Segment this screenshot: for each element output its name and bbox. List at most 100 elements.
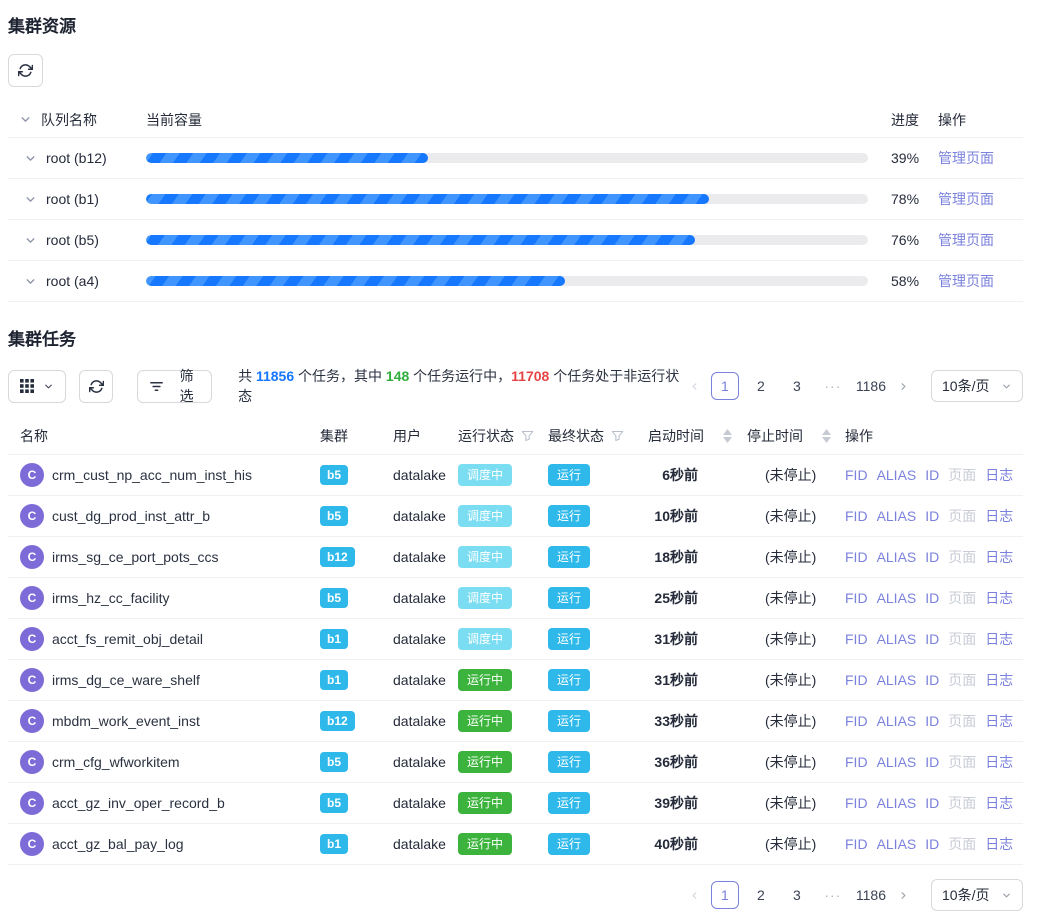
capacity-progress-fill [146, 235, 695, 245]
op-link-alias[interactable]: ALIAS [876, 467, 917, 483]
bottom-pagination: 1 2 3 ··· 1186 10条/页 [683, 879, 1023, 911]
page-number-2[interactable]: 2 [756, 378, 765, 394]
op-link-alias[interactable]: ALIAS [876, 672, 917, 688]
op-link-alias[interactable]: ALIAS [876, 754, 917, 770]
expand-queue-chevron-icon[interactable] [24, 193, 37, 206]
page-number-1186[interactable]: 1186 [855, 887, 886, 903]
page-number-1[interactable]: 1 [710, 881, 739, 909]
op-link-id[interactable]: ID [925, 590, 940, 606]
expand-queue-chevron-icon[interactable] [24, 234, 37, 247]
sort-carets-icon[interactable] [822, 428, 831, 443]
task-user: datalake [393, 836, 446, 852]
prev-page-button[interactable] [683, 372, 707, 400]
expand-queue-chevron-icon[interactable] [24, 275, 37, 288]
task-name: cust_dg_prod_inst_attr_b [52, 508, 210, 524]
op-link-页面: 页面 [948, 549, 977, 565]
filter-button-label: 筛选 [179, 368, 194, 404]
op-link-fid[interactable]: FID [845, 713, 868, 729]
op-link-alias[interactable]: ALIAS [876, 508, 917, 524]
op-link-fid[interactable]: FID [845, 467, 868, 483]
next-page-button[interactable] [891, 372, 915, 400]
op-link-id[interactable]: ID [925, 508, 940, 524]
page-number-3[interactable]: 3 [792, 887, 801, 903]
op-link-fid[interactable]: FID [845, 672, 868, 688]
task-name: irms_dg_ce_ware_shelf [52, 672, 200, 688]
op-link-日志[interactable]: 日志 [985, 467, 1014, 483]
task-user: datalake [393, 754, 446, 770]
manage-page-link[interactable]: 管理页面 [938, 150, 994, 166]
op-link-id[interactable]: ID [925, 836, 940, 852]
op-link-id[interactable]: ID [925, 795, 940, 811]
op-link-alias[interactable]: ALIAS [876, 713, 917, 729]
manage-page-link[interactable]: 管理页面 [938, 273, 994, 289]
task-ops: FID ALIAS ID 页面 日志 [845, 465, 1023, 485]
op-link-日志[interactable]: 日志 [985, 713, 1014, 729]
op-link-日志[interactable]: 日志 [985, 508, 1014, 524]
op-link-fid[interactable]: FID [845, 631, 868, 647]
task-name: irms_sg_ce_port_pots_ccs [52, 549, 219, 565]
resources-table-header: 队列名称 当前容量 进度 操作 [8, 102, 1023, 138]
op-link-fid[interactable]: FID [845, 590, 868, 606]
op-link-日志[interactable]: 日志 [985, 836, 1014, 852]
op-link-id[interactable]: ID [925, 467, 940, 483]
op-link-alias[interactable]: ALIAS [876, 590, 917, 606]
op-link-alias[interactable]: ALIAS [876, 836, 917, 852]
page-number-3[interactable]: 3 [792, 378, 801, 394]
page-size-value: 10条/页 [942, 887, 990, 903]
next-page-button[interactable] [891, 881, 915, 909]
task-ops: FID ALIAS ID 页面 日志 [845, 711, 1023, 731]
action-header: 操作 [938, 111, 966, 128]
run-status-tag: 调度中 [458, 628, 513, 650]
page-size-select[interactable]: 10条/页 [931, 370, 1023, 402]
op-link-id[interactable]: ID [925, 713, 940, 729]
final-status-tag: 运行 [548, 628, 591, 650]
tasks-refresh-button[interactable] [79, 369, 114, 403]
progress-percent: 76% [891, 232, 920, 248]
column-settings-button[interactable] [8, 369, 66, 403]
op-link-日志[interactable]: 日志 [985, 672, 1014, 688]
cluster-badge: b5 [320, 506, 349, 526]
op-link-id[interactable]: ID [925, 754, 940, 770]
final-status-tag: 运行 [548, 464, 591, 486]
op-link-日志[interactable]: 日志 [985, 590, 1014, 606]
page-number-1[interactable]: 1 [710, 372, 739, 400]
collapse-all-chevron-icon[interactable] [19, 113, 32, 126]
manage-page-link[interactable]: 管理页面 [938, 191, 994, 207]
op-link-id[interactable]: ID [925, 631, 940, 647]
task-user: datalake [393, 467, 446, 483]
op-link-id[interactable]: ID [925, 672, 940, 688]
op-link-id[interactable]: ID [925, 549, 940, 565]
filter-button[interactable]: 筛选 [137, 368, 213, 404]
page-number-2[interactable]: 2 [756, 887, 765, 903]
op-link-fid[interactable]: FID [845, 549, 868, 565]
op-link-fid[interactable]: FID [845, 508, 868, 524]
capacity-header: 当前容量 [146, 111, 202, 128]
op-link-alias[interactable]: ALIAS [876, 549, 917, 565]
op-link-日志[interactable]: 日志 [985, 754, 1014, 770]
page-ellipsis[interactable]: ··· [824, 378, 842, 394]
op-link-alias[interactable]: ALIAS [876, 795, 917, 811]
chevron-down-icon [1001, 381, 1012, 392]
op-link-日志[interactable]: 日志 [985, 549, 1014, 565]
op-link-日志[interactable]: 日志 [985, 795, 1014, 811]
op-link-alias[interactable]: ALIAS [876, 631, 917, 647]
page-number-1186[interactable]: 1186 [855, 378, 886, 394]
cluster-badge: b5 [320, 793, 349, 813]
run-status-tag: 调度中 [458, 587, 513, 609]
op-link-fid[interactable]: FID [845, 795, 868, 811]
sort-carets-icon[interactable] [723, 428, 732, 443]
op-link-fid[interactable]: FID [845, 836, 868, 852]
filter-funnel-icon[interactable] [521, 430, 534, 442]
resources-refresh-button[interactable] [8, 54, 43, 87]
page-size-select[interactable]: 10条/页 [931, 879, 1023, 911]
op-link-fid[interactable]: FID [845, 754, 868, 770]
final-status-tag: 运行 [548, 751, 591, 773]
prev-page-button[interactable] [683, 881, 707, 909]
page-ellipsis[interactable]: ··· [824, 887, 842, 903]
manage-page-link[interactable]: 管理页面 [938, 232, 994, 248]
filter-funnel-icon[interactable] [611, 430, 624, 442]
expand-queue-chevron-icon[interactable] [24, 152, 37, 165]
queue-name: root (a4) [46, 273, 99, 289]
final-status-tag: 运行 [548, 546, 591, 568]
op-link-日志[interactable]: 日志 [985, 631, 1014, 647]
